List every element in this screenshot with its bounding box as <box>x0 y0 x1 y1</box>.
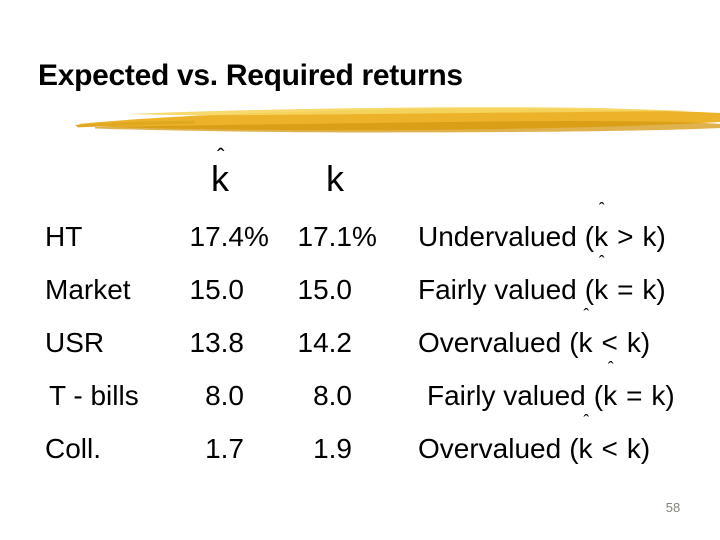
expected-return-cell: 17.4% <box>130 210 269 263</box>
brush-stroke-icon <box>75 107 720 133</box>
hat-accent-icon: ˆ <box>583 304 590 325</box>
required-return-cell: 17.1% <box>240 210 377 263</box>
security-name: USR <box>45 327 105 358</box>
required-return-cell: 1.9 <box>313 433 352 464</box>
valuation-status: Undervalued(ˆ k > k) <box>418 198 666 263</box>
hat-accent-icon: ˆ <box>598 198 605 219</box>
slide-title: Expected vs. Required returns <box>38 59 463 92</box>
required-return-header: k <box>326 158 344 199</box>
table-row: HT 17.4% 17.1% Undervalued(ˆ k > k) <box>0 198 720 263</box>
expected-return-cell: 15.0 <box>189 274 245 305</box>
security-name: Market <box>45 274 131 305</box>
valuation-status: Overvalued(ˆ k < k) <box>418 304 650 369</box>
expected-return-cell: 13.8 <box>189 327 245 358</box>
relation-operator: = <box>626 380 643 411</box>
security-name: T - bills <box>49 380 139 411</box>
table-row: Market 15.0 15.0 Fairly valued(ˆ k = k) <box>0 251 720 316</box>
valuation-status: Fairly valued(ˆ k = k) <box>418 251 666 316</box>
hat-accent-icon: ˆ <box>583 410 590 431</box>
percent-suffix: % <box>244 221 269 252</box>
brush-stroke-underline <box>0 96 720 140</box>
table-row: T - bills 8.0 8.0 Fairly valued(ˆ k = k) <box>0 357 720 422</box>
security-name: Coll. <box>45 433 102 464</box>
valuation-status: Fairly valued(ˆ k = k) <box>427 357 675 422</box>
relation-operator: < <box>601 433 618 464</box>
required-return-cell: 8.0 <box>313 380 352 411</box>
percent-suffix: % <box>352 221 377 252</box>
required-return-cell: 15.0 <box>297 274 353 305</box>
relation-operator: = <box>617 274 634 305</box>
hat-accent-icon: ˆ <box>598 251 605 272</box>
returns-table: HT 17.4% 17.1% Undervalued(ˆ k > k) Market … <box>0 198 720 475</box>
valuation-status: Overvalued(ˆ k < k) <box>418 410 650 475</box>
required-return-cell: 14.2 <box>297 327 353 358</box>
hat-accent-icon: ˆ <box>217 144 225 170</box>
expected-return-cell: 1.7 <box>205 433 244 464</box>
hat-accent-icon: ˆ <box>607 357 614 378</box>
expected-return-cell: 8.0 <box>205 380 244 411</box>
relation-operator: < <box>601 327 618 358</box>
page-number: 58 <box>665 500 681 515</box>
relation-operator: > <box>617 221 634 252</box>
table-row: Coll. 1.7 1.9 Overvalued(ˆ k < k) <box>0 410 720 475</box>
table-row: USR 13.8 14.2 Overvalued(ˆ k < k) <box>0 304 720 369</box>
security-name: HT <box>45 221 83 252</box>
